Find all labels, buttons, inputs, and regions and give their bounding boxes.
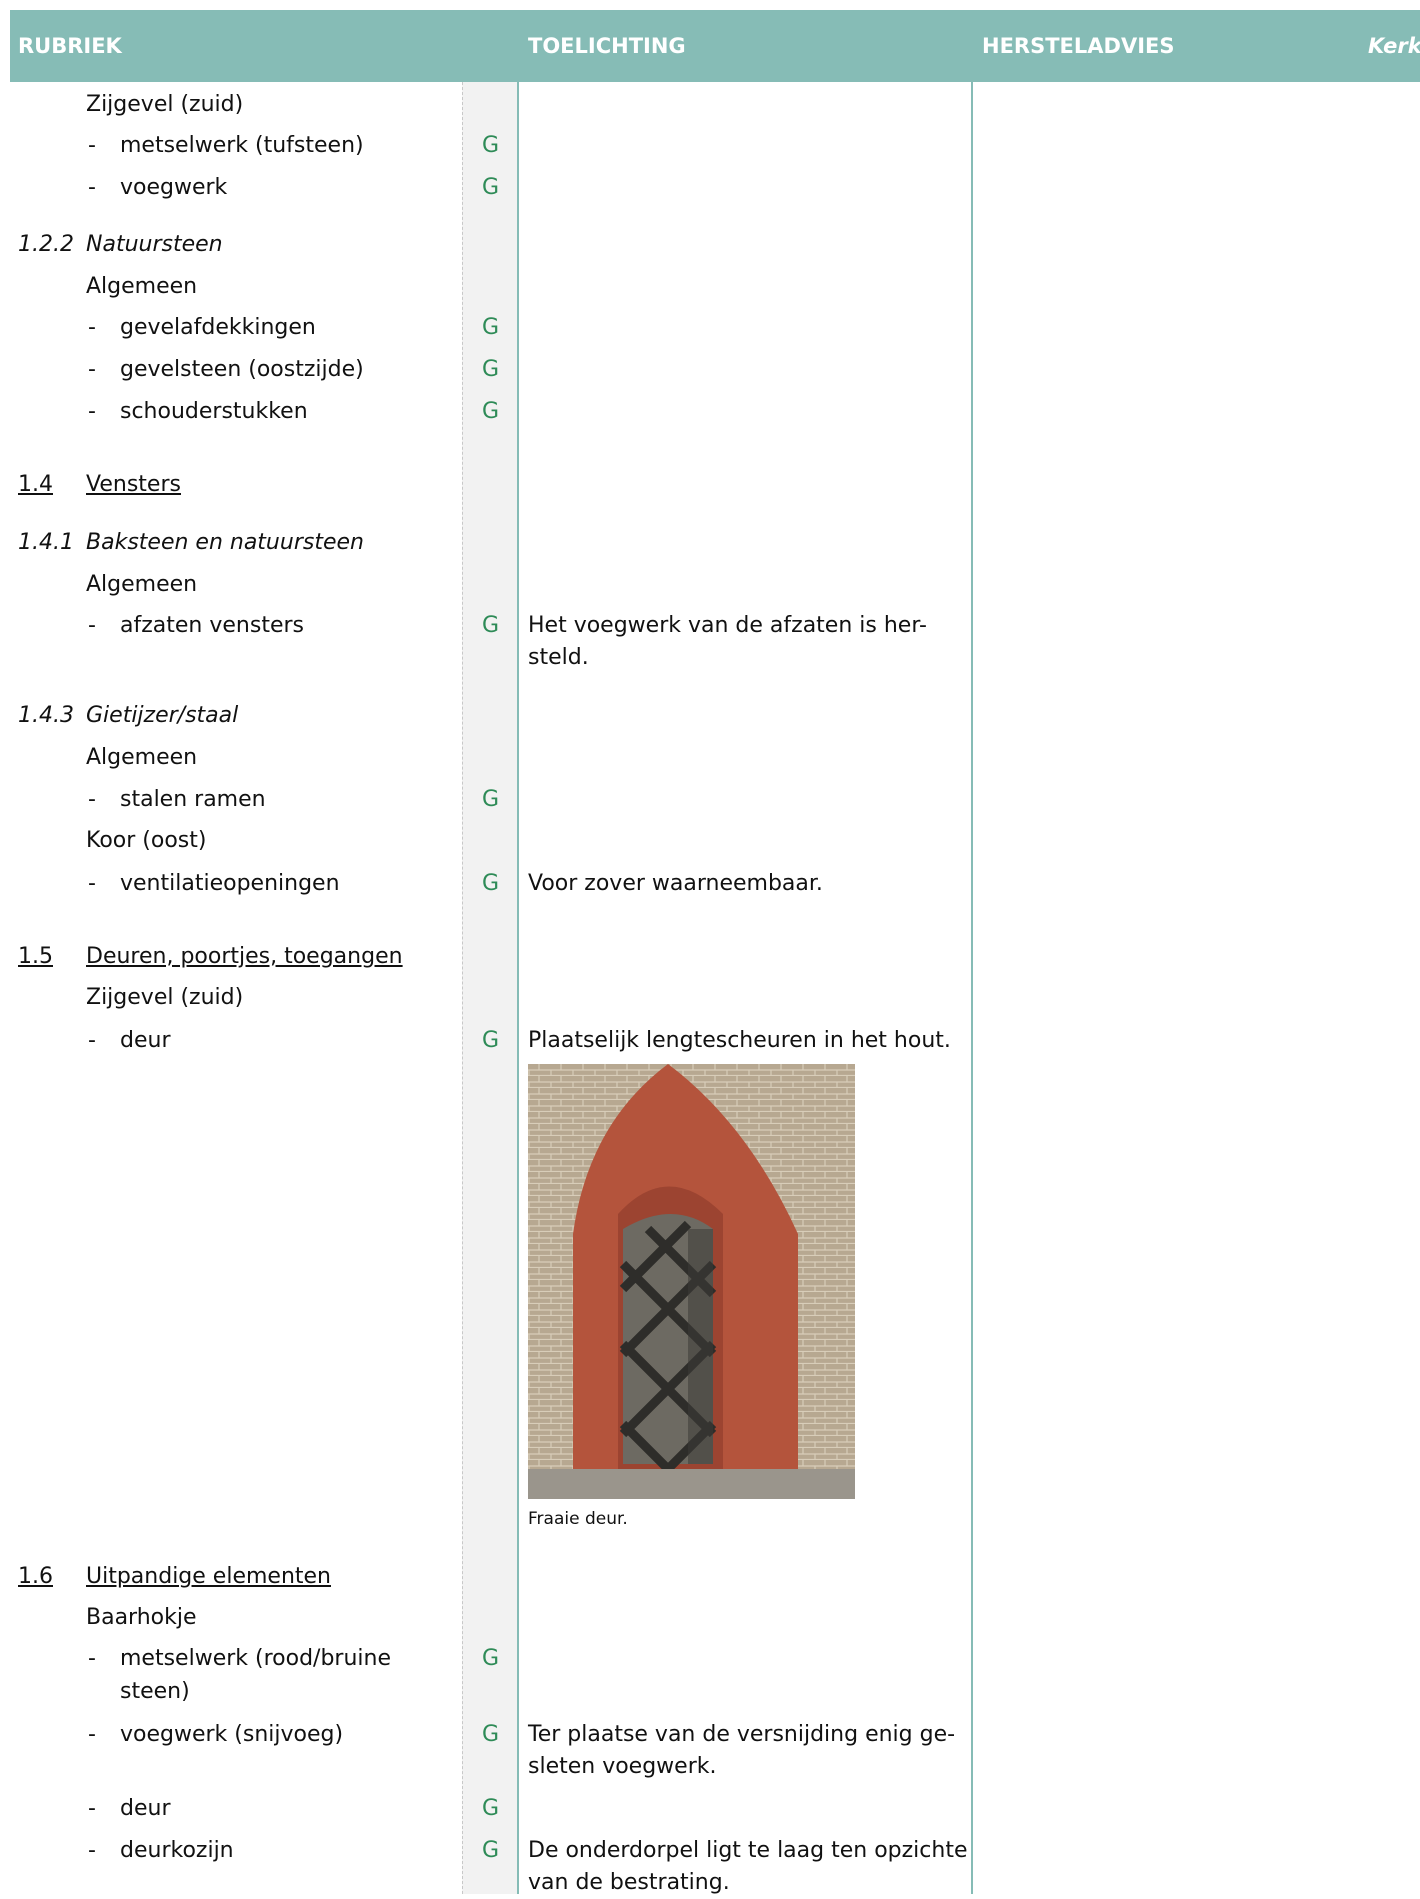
section-heading: 1.4.1 Baksteen en natuursteen — [18, 526, 364, 559]
item-text: deur — [120, 1796, 171, 1821]
section-title: Uitpandige elementen — [86, 1564, 331, 1589]
grade: G — [482, 315, 500, 340]
note-line: Het voegwerk van de afzaten is her- — [528, 613, 927, 638]
section-number: 1.4.3 — [18, 703, 74, 728]
header-cell: Kerk — [1368, 34, 1420, 58]
section-title: Vensters — [86, 472, 181, 497]
note-line: Plaatselijk lengtescheuren in het hout. — [528, 1028, 951, 1053]
section-number: 1.4 — [18, 472, 53, 497]
item-marker: - — [88, 133, 96, 158]
subheading: Zijgevel (zuid) — [86, 985, 244, 1010]
item-text: metselwerk (rood/bruine steen) — [120, 1646, 391, 1704]
grade: G — [482, 613, 500, 638]
note-line: Voor zover waarneembaar. — [528, 871, 823, 896]
section-title: Deuren, poortjes, toegangen — [86, 944, 403, 969]
subheading: Koor (oost) — [86, 828, 207, 853]
note-line: van de bestrating. — [528, 1870, 730, 1895]
note-line: steld. — [528, 645, 589, 670]
header-cell: RUBRIEK — [18, 34, 122, 58]
item-marker: - — [88, 399, 96, 424]
item-text: gevelsteen (oostzijde) — [120, 357, 364, 382]
item-text: voegwerk (snijvoeg) — [120, 1722, 344, 1747]
grade: G — [482, 871, 500, 896]
item-marker: - — [88, 1796, 96, 1821]
item-marker: - — [88, 357, 96, 382]
section-title: Natuursteen — [86, 232, 223, 257]
section-heading: 1.4 Vensters — [18, 468, 181, 501]
subheading: Algemeen — [86, 572, 198, 597]
note-line: De onderdorpel ligt te laag ten opzichte — [528, 1838, 968, 1863]
item-text: afzaten vensters — [120, 613, 304, 638]
subheading: Algemeen — [86, 274, 198, 299]
photo-caption: Fraaie deur. — [528, 1509, 628, 1529]
photo — [528, 1064, 855, 1499]
header-cell: TOELICHTING — [528, 34, 686, 58]
section-heading: 1.2.2 Natuursteen — [18, 228, 223, 261]
grade: G — [482, 399, 500, 424]
section-title: Gietijzer/staal — [86, 703, 239, 728]
item-marker: - — [88, 1646, 96, 1671]
item-marker: - — [88, 1028, 96, 1053]
section-heading: 1.4.3 Gietijzer/staal — [18, 699, 238, 732]
item-text: deurkozijn — [120, 1838, 234, 1863]
item-text: gevelafdekkingen — [120, 315, 316, 340]
section-number: 1.4.1 — [18, 530, 74, 555]
subheading: Zijgevel (zuid) — [86, 92, 244, 117]
item-marker: - — [88, 315, 96, 340]
item-marker: - — [88, 613, 96, 638]
section-title: Baksteen en natuursteen — [86, 530, 364, 555]
section-number: 1.2.2 — [18, 232, 74, 257]
section-heading: 1.5 Deuren, poortjes, toegangen — [18, 940, 403, 973]
item-text: ventilatieopeningen — [120, 871, 340, 896]
item-marker: - — [88, 1838, 96, 1863]
grade-column — [462, 82, 519, 1894]
grade: G — [482, 787, 500, 812]
item-text: voegwerk — [120, 175, 228, 200]
grade: G — [482, 133, 500, 158]
item-marker: - — [88, 1722, 96, 1747]
note-line: Ter plaatse van de versnijding enig ge- — [528, 1722, 956, 1747]
item-marker: - — [88, 175, 96, 200]
grade: G — [482, 1028, 500, 1053]
item-text: schouderstukken — [120, 399, 308, 424]
section-heading: 1.6 Uitpandige elementen — [18, 1560, 331, 1593]
item-marker: - — [88, 871, 96, 896]
item-text: metselwerk (tufsteen) — [120, 133, 364, 158]
grade: G — [482, 1646, 500, 1671]
grade: G — [482, 1796, 500, 1821]
grade: G — [482, 1722, 500, 1747]
table-header: RUBRIEK TOELICHTING HERSTELADVIES Kerk — [10, 10, 1420, 82]
subheading: Algemeen — [86, 745, 198, 770]
column-divider — [971, 82, 973, 1894]
header-cell: HERSTELADVIES — [982, 34, 1175, 58]
note-line: sleten voegwerk. — [528, 1754, 717, 1779]
section-number: 1.5 — [18, 944, 53, 969]
grade: G — [482, 357, 500, 382]
grade: G — [482, 1838, 500, 1863]
item-text: deur — [120, 1028, 171, 1053]
item-marker: - — [88, 787, 96, 812]
subheading: Baarhokje — [86, 1605, 197, 1630]
grade: G — [482, 175, 500, 200]
section-number: 1.6 — [18, 1564, 53, 1589]
item-text: stalen ramen — [120, 787, 266, 812]
